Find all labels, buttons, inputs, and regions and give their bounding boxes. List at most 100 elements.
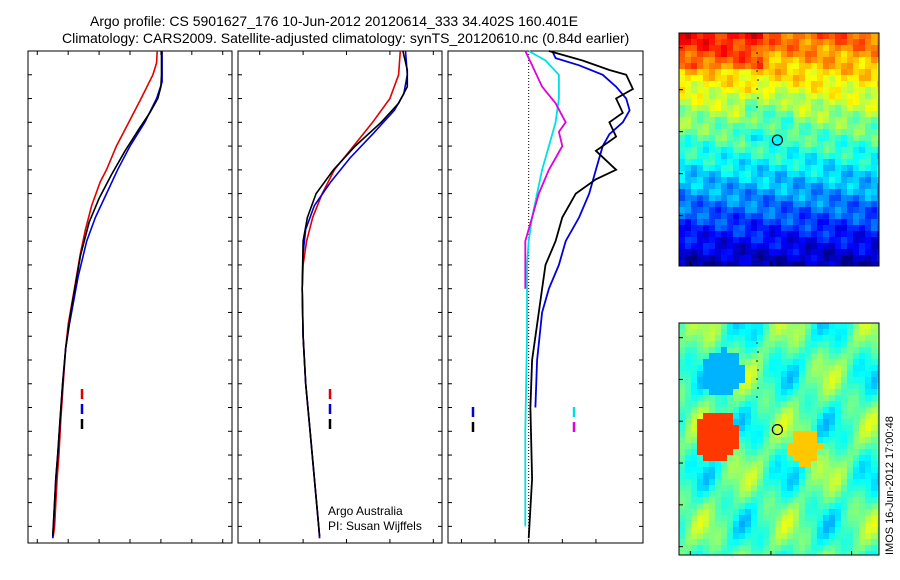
- map-cell: [757, 425, 764, 432]
- map-cell: [859, 455, 866, 462]
- map-cell: [697, 99, 704, 106]
- map-cell: [877, 365, 879, 372]
- map-cell: [805, 431, 812, 438]
- map-cell: [751, 395, 758, 402]
- map-cell: [715, 57, 722, 64]
- map-cell: [709, 527, 716, 534]
- map-cell: [823, 111, 830, 118]
- map-cell: [691, 497, 698, 504]
- map-cell: [787, 365, 794, 372]
- map-cell: [829, 443, 836, 450]
- map-cell: [775, 545, 782, 552]
- map-cell: [691, 419, 698, 426]
- map-cell: [871, 473, 878, 480]
- map-cell: [847, 419, 854, 426]
- map-cell: [871, 425, 878, 432]
- map-cell: [793, 497, 800, 504]
- map-cell: [835, 93, 842, 100]
- map-cell: [799, 383, 806, 390]
- map-cell: [817, 135, 824, 142]
- map-cell: [865, 467, 872, 474]
- map-cell: [865, 51, 872, 58]
- map-cell: [793, 237, 800, 244]
- map-cell: [835, 461, 842, 468]
- map-cell: [763, 207, 770, 214]
- map-cell: [835, 45, 842, 52]
- map-cell: [751, 383, 758, 390]
- map-cell: [703, 389, 710, 396]
- map-cell: [847, 45, 854, 52]
- map-cell: [739, 365, 746, 372]
- map-cell: [811, 93, 818, 100]
- map-cell: [751, 533, 758, 540]
- map-cell: [745, 183, 752, 190]
- map-cell: [685, 33, 692, 40]
- map-cell: [877, 249, 879, 256]
- map-cell: [775, 201, 782, 208]
- map-cell: [817, 509, 824, 516]
- map-cell: [775, 135, 782, 142]
- map-cell: [745, 93, 752, 100]
- credit-line1: Argo Australia: [328, 504, 403, 518]
- map-cell: [727, 57, 734, 64]
- map-cell: [859, 249, 866, 256]
- map-cell: [871, 219, 878, 226]
- map-cell: [691, 431, 698, 438]
- map-cell: [835, 105, 842, 112]
- map-cell: [721, 335, 728, 342]
- map-cell: [841, 183, 848, 190]
- map-cell: [751, 255, 758, 262]
- map-cell: [691, 183, 698, 190]
- map-cell: [871, 225, 878, 232]
- map-cell: [685, 237, 692, 244]
- map-cell: [709, 261, 716, 266]
- map-cell: [835, 551, 842, 555]
- map-cell: [817, 329, 824, 336]
- map-cell: [697, 63, 704, 70]
- map-cell: [835, 165, 842, 172]
- map-cell: [847, 225, 854, 232]
- map-cell: [757, 491, 764, 498]
- map-cell: [787, 33, 794, 40]
- map-cell: [697, 231, 704, 238]
- map-cell: [865, 365, 872, 372]
- map-cell: [769, 159, 776, 166]
- map-cell: [733, 87, 740, 94]
- map-cell: [691, 93, 698, 100]
- map-cell: [745, 419, 752, 426]
- map-cell: [679, 57, 686, 64]
- map-cell: [793, 419, 800, 426]
- map-cell: [703, 527, 710, 534]
- map-cell: [769, 213, 776, 220]
- map-cell: [811, 201, 818, 208]
- map-cell: [835, 401, 842, 408]
- map-cell: [697, 237, 704, 244]
- map-cell: [697, 249, 704, 256]
- map-cell: [853, 183, 860, 190]
- map-cell: [745, 377, 752, 384]
- map-cell: [739, 87, 746, 94]
- map-cell: [817, 75, 824, 82]
- map-cell: [835, 255, 842, 262]
- map-cell: [853, 509, 860, 516]
- map-cell: [799, 207, 806, 214]
- map-cell: [697, 533, 704, 540]
- map-cell: [865, 491, 872, 498]
- map-cell: [829, 81, 836, 88]
- map-cell: [823, 105, 830, 112]
- map-cell: [835, 51, 842, 58]
- map-cell: [793, 261, 800, 266]
- map-cell: [763, 261, 770, 266]
- map-cell: [853, 189, 860, 196]
- map-cell: [871, 183, 878, 190]
- map-cell: [823, 165, 830, 172]
- map-cell: [877, 437, 879, 444]
- map-cell: [799, 389, 806, 396]
- map-cell: [841, 533, 848, 540]
- map-cell: [853, 353, 860, 360]
- map-cell: [697, 521, 704, 528]
- map-cell: [859, 135, 866, 142]
- map-cell: [871, 467, 878, 474]
- map-cell: [739, 147, 746, 154]
- map-cell: [871, 449, 878, 456]
